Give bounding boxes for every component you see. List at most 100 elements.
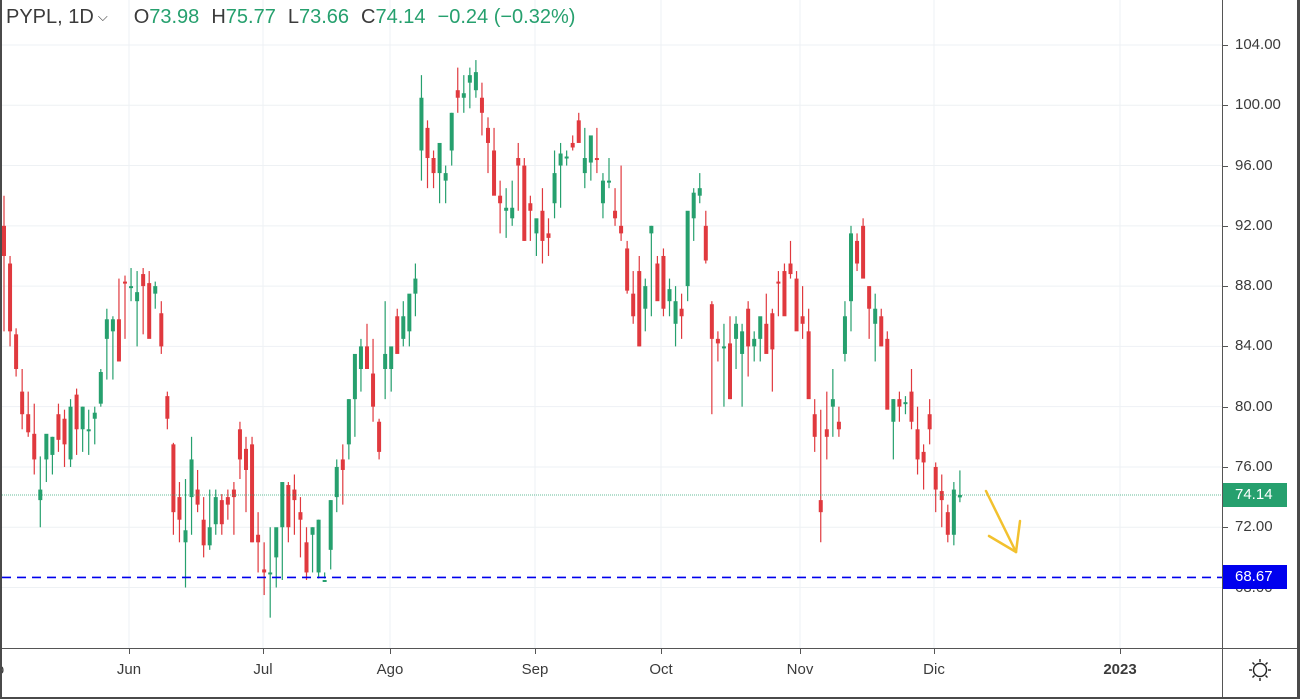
price-tick-label: 84.00 bbox=[1235, 337, 1273, 355]
price-tick-label: 72.00 bbox=[1235, 518, 1273, 536]
candle-up bbox=[413, 263, 418, 317]
price-tick bbox=[1223, 286, 1228, 288]
candle-down bbox=[177, 482, 182, 543]
time-tick-label: Nov bbox=[786, 661, 814, 678]
candle-up bbox=[50, 436, 55, 475]
candle-down bbox=[486, 117, 490, 174]
candle-up bbox=[437, 142, 442, 204]
candle-up bbox=[534, 218, 539, 256]
candle-up bbox=[830, 369, 835, 437]
symbol-interval[interactable]: PYPL, 1D bbox=[6, 6, 94, 28]
settings-sun-icon[interactable] bbox=[1223, 649, 1297, 697]
time-tick-label: 2023 bbox=[1103, 661, 1137, 678]
candle-up bbox=[957, 470, 962, 503]
candle-down bbox=[746, 301, 751, 377]
candle-up bbox=[80, 406, 85, 452]
candle-up bbox=[582, 127, 587, 189]
candle-up bbox=[268, 527, 273, 618]
close-label: C bbox=[361, 6, 376, 28]
candle-up bbox=[667, 278, 672, 317]
price-axis[interactable]: 104.00 100.00 96.00 92.00 88.00 84.00 80.00 76.… bbox=[1222, 0, 1297, 648]
candle-up bbox=[98, 369, 103, 407]
price-tick bbox=[1223, 225, 1228, 227]
chart-plot-area[interactable] bbox=[2, 0, 1222, 648]
high-label: H bbox=[211, 6, 226, 28]
price-tick bbox=[1223, 406, 1228, 408]
candle-up bbox=[419, 75, 424, 181]
candle-down bbox=[74, 388, 79, 455]
candle-up bbox=[352, 353, 357, 437]
time-axis[interactable]: o Jun Jul Ago Sep Oct Nov Dic 2023 bbox=[2, 648, 1222, 697]
candle-down bbox=[237, 421, 242, 480]
candle-down bbox=[225, 489, 230, 520]
candle-up bbox=[504, 188, 509, 238]
candle-down bbox=[147, 271, 152, 339]
time-tick bbox=[800, 649, 801, 654]
candle-up bbox=[358, 338, 363, 392]
candle-down bbox=[703, 210, 708, 264]
candle-down bbox=[123, 275, 127, 339]
candle-up bbox=[328, 500, 333, 570]
candle-up bbox=[558, 142, 563, 208]
candle-down bbox=[455, 67, 460, 113]
time-tick-label: Dic bbox=[923, 661, 945, 678]
time-tick-label: Ago bbox=[376, 661, 404, 678]
candle-down bbox=[395, 308, 400, 354]
candle-up bbox=[600, 173, 605, 219]
candle-down bbox=[546, 218, 551, 256]
price-tick bbox=[1223, 45, 1228, 46]
candle-down bbox=[637, 255, 642, 347]
candle-down bbox=[262, 542, 267, 596]
candle-down bbox=[812, 399, 817, 452]
candle-up bbox=[153, 281, 158, 309]
time-tick-label: Oct bbox=[649, 661, 673, 678]
candle-down bbox=[141, 268, 146, 335]
candle-up bbox=[752, 331, 757, 362]
candle-up bbox=[510, 180, 515, 226]
candle-down bbox=[945, 504, 950, 543]
candle-down bbox=[788, 240, 793, 279]
candle-up bbox=[697, 173, 702, 204]
level-price-badge: 68.67 bbox=[1223, 565, 1287, 590]
candle-down bbox=[782, 263, 787, 317]
candle-up bbox=[280, 482, 285, 580]
candle-down bbox=[498, 180, 503, 234]
down-arrow-annotation[interactable] bbox=[984, 489, 1022, 554]
chevron-down-icon[interactable]: ⌵ bbox=[97, 8, 108, 24]
candlestick-chart[interactable] bbox=[2, 0, 1222, 648]
candle-down bbox=[927, 399, 932, 445]
open-label: O bbox=[133, 6, 150, 28]
candle-down bbox=[116, 278, 121, 362]
candle-up bbox=[316, 519, 321, 579]
candle-down bbox=[244, 436, 248, 513]
candle-down bbox=[679, 293, 684, 339]
candle-down bbox=[619, 165, 624, 241]
candle-down bbox=[250, 436, 255, 543]
candle-down bbox=[794, 271, 799, 332]
price-tick bbox=[1223, 165, 1228, 167]
candle-up bbox=[691, 188, 696, 241]
candle-down bbox=[770, 308, 775, 392]
candle-up bbox=[383, 301, 388, 400]
time-tick bbox=[535, 649, 536, 654]
time-tick bbox=[129, 649, 130, 654]
candle-down bbox=[921, 444, 926, 490]
candle-down bbox=[528, 195, 533, 241]
candle-up bbox=[334, 459, 339, 513]
candle-up bbox=[213, 489, 218, 535]
low-label: L bbox=[287, 6, 299, 28]
candle-down bbox=[625, 240, 630, 294]
candle-up bbox=[86, 409, 91, 455]
candle-up bbox=[389, 346, 394, 392]
candle-up bbox=[643, 278, 648, 332]
price-tick bbox=[1223, 527, 1228, 529]
price-tick-label: 104.00 bbox=[1235, 36, 1281, 53]
close-value: 74.14 bbox=[375, 6, 426, 28]
time-tick-label: Jun bbox=[116, 661, 142, 678]
candle-up bbox=[92, 406, 97, 445]
time-tick bbox=[263, 649, 264, 654]
candle-up bbox=[607, 158, 611, 189]
candle-down bbox=[371, 338, 376, 422]
candle-down bbox=[764, 293, 769, 354]
price-tick bbox=[1223, 105, 1228, 107]
